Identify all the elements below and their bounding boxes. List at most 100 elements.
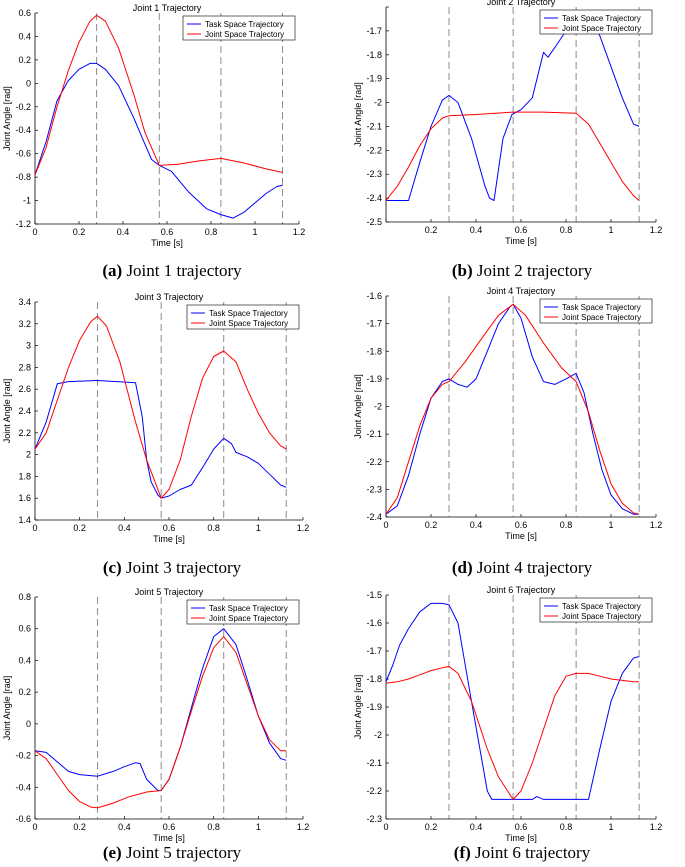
x-tick-label: 0.2 (425, 520, 438, 530)
legend-box (539, 597, 653, 623)
x-tick-label: 0.6 (515, 822, 528, 832)
y-tick-label: -2.1 (366, 758, 382, 768)
x-tick-label: 0.4 (470, 520, 483, 530)
chart-title: Joint 6 Trajectory (487, 585, 556, 595)
legend-box (182, 15, 296, 41)
x-tick-label: 0.2 (73, 523, 86, 533)
x-tick-label: 1 (256, 822, 261, 832)
x-axis-label: Time [s] (505, 236, 537, 246)
subfigure-caption: (a) Joint 1 trajectory (102, 261, 242, 280)
y-tick-label: 1.4 (18, 515, 31, 525)
x-tick-label: 0.4 (117, 227, 130, 237)
x-tick-label: 0 (32, 523, 37, 533)
x-tick-label: 1 (608, 225, 613, 235)
caption-label: (b) (452, 261, 473, 280)
task-space-series-line (385, 602, 640, 800)
y-tick-label: -1.8 (366, 674, 382, 684)
y-axis-label: Joint Angle [rad] (353, 374, 363, 439)
y-tick-label: -1.9 (366, 702, 382, 712)
y-tick-label: -2.3 (366, 814, 382, 824)
task-space-series-line (34, 380, 287, 499)
legend-label-joint: Joint Space Trajectory (562, 612, 641, 621)
task-space-series-line (34, 628, 287, 791)
x-tick-label: 1.2 (650, 520, 663, 530)
caption-label: (d) (452, 558, 473, 577)
legend-label-task: Task Space Trajectory (562, 303, 641, 312)
joint-space-series-line (385, 303, 640, 515)
y-tick-label: -1.2 (15, 219, 31, 229)
y-axis-label: Joint Angle [rad] (353, 675, 363, 740)
chart-panel-1: 0 0.2 0.4 0.6 0.8 1 1.2 -1.2 -1 -0.8 -0.6 -0.4 -0.2 0… (2, 3, 305, 280)
y-axis-label: Joint Angle [rad] (353, 82, 363, 147)
chart-panel-5: 0 0.2 0.4 0.6 0.8 1 1.2 -0.6 -0.4 -0.2 0 0.2 0.4 0.6 0… (2, 587, 309, 862)
caption-label: (a) (102, 261, 122, 280)
y-tick-label: 2.6 (18, 384, 31, 394)
x-tick-label: 1 (252, 227, 257, 237)
x-tick-label: 0 (32, 227, 37, 237)
y-tick-label: 0.6 (18, 624, 31, 634)
legend-box (186, 599, 300, 625)
y-tick-label: -0.6 (15, 814, 31, 824)
y-tick-label: -1.8 (366, 50, 382, 60)
x-tick-label: 0.8 (560, 520, 573, 530)
chart-panel-3: 0 0.2 0.4 0.6 0.8 1 1.2 1.4 1.6 1.8 2 2.2 2.4 2.6 2.8 3… (2, 292, 309, 577)
y-tick-label: -2.1 (366, 429, 382, 439)
x-tick-label: 1.2 (297, 523, 310, 533)
y-tick-label: -2 (374, 402, 382, 412)
legend-label-joint: Joint Space Trajectory (209, 319, 288, 328)
y-tick-label: -2.1 (366, 121, 382, 131)
x-tick-label: 1 (608, 520, 613, 530)
subfigure-caption: (f) Joint 6 trajectory (454, 843, 591, 862)
y-tick-label: -0.8 (15, 172, 31, 182)
chart-title: Joint 1 Trajectory (133, 3, 202, 13)
y-tick-label: 1.6 (18, 493, 31, 503)
y-tick-label: -2.2 (366, 786, 382, 796)
x-tick-label: 0.4 (118, 523, 131, 533)
y-tick-label: -1.7 (366, 26, 382, 36)
x-axis-label: Time [s] (505, 531, 537, 541)
legend-label-task: Task Space Trajectory (205, 20, 284, 29)
x-tick-label: 0.8 (205, 227, 218, 237)
y-tick-label: -1.7 (366, 319, 382, 329)
x-tick-label: 0.8 (207, 523, 220, 533)
x-tick-label: 0.6 (163, 822, 176, 832)
legend-label-task: Task Space Trajectory (209, 309, 288, 318)
chart-title: Joint 2 Trajectory (487, 0, 556, 7)
y-tick-label: -0.2 (15, 102, 31, 112)
caption-text: Joint 1 trajectory (122, 261, 242, 280)
y-tick-label: -2.5 (366, 217, 382, 227)
caption-text: Joint 6 trajectory (471, 843, 591, 862)
y-tick-label: -2 (374, 98, 382, 108)
y-tick-label: -1.7 (366, 646, 382, 656)
x-tick-label: 0.6 (515, 520, 528, 530)
chart-title: Joint 3 Trajectory (135, 292, 204, 302)
y-tick-label: 2.2 (18, 428, 31, 438)
x-tick-label: 0.6 (163, 523, 176, 533)
y-tick-label: 3.4 (18, 297, 31, 307)
x-tick-label: 0.8 (560, 822, 573, 832)
y-tick-label: -2.4 (366, 512, 382, 522)
x-tick-label: 0.8 (560, 225, 573, 235)
x-tick-label: 1 (608, 822, 613, 832)
caption-text: Joint 2 trajectory (473, 261, 593, 280)
legend-label-joint: Joint Space Trajectory (209, 614, 288, 623)
x-tick-label: 0.4 (118, 822, 131, 832)
caption-text: Joint 5 trajectory (122, 843, 242, 862)
chart-title: Joint 4 Trajectory (487, 286, 556, 296)
chart-title: Joint 5 Trajectory (135, 587, 204, 597)
caption-label: (f) (454, 843, 471, 862)
y-tick-label: 3 (26, 341, 31, 351)
y-tick-label: 2.8 (18, 362, 31, 372)
joint-space-series-line (34, 636, 287, 809)
y-tick-label: -2.2 (366, 457, 382, 467)
joint-space-series-line (34, 315, 287, 499)
x-tick-label: 0.8 (207, 822, 220, 832)
y-tick-label: 0.8 (18, 592, 31, 602)
y-tick-label: -2.4 (366, 193, 382, 203)
x-tick-label: 0.4 (470, 822, 483, 832)
y-tick-label: -1 (23, 196, 31, 206)
task-space-series-line (34, 62, 283, 219)
y-tick-label: -2.3 (366, 484, 382, 494)
